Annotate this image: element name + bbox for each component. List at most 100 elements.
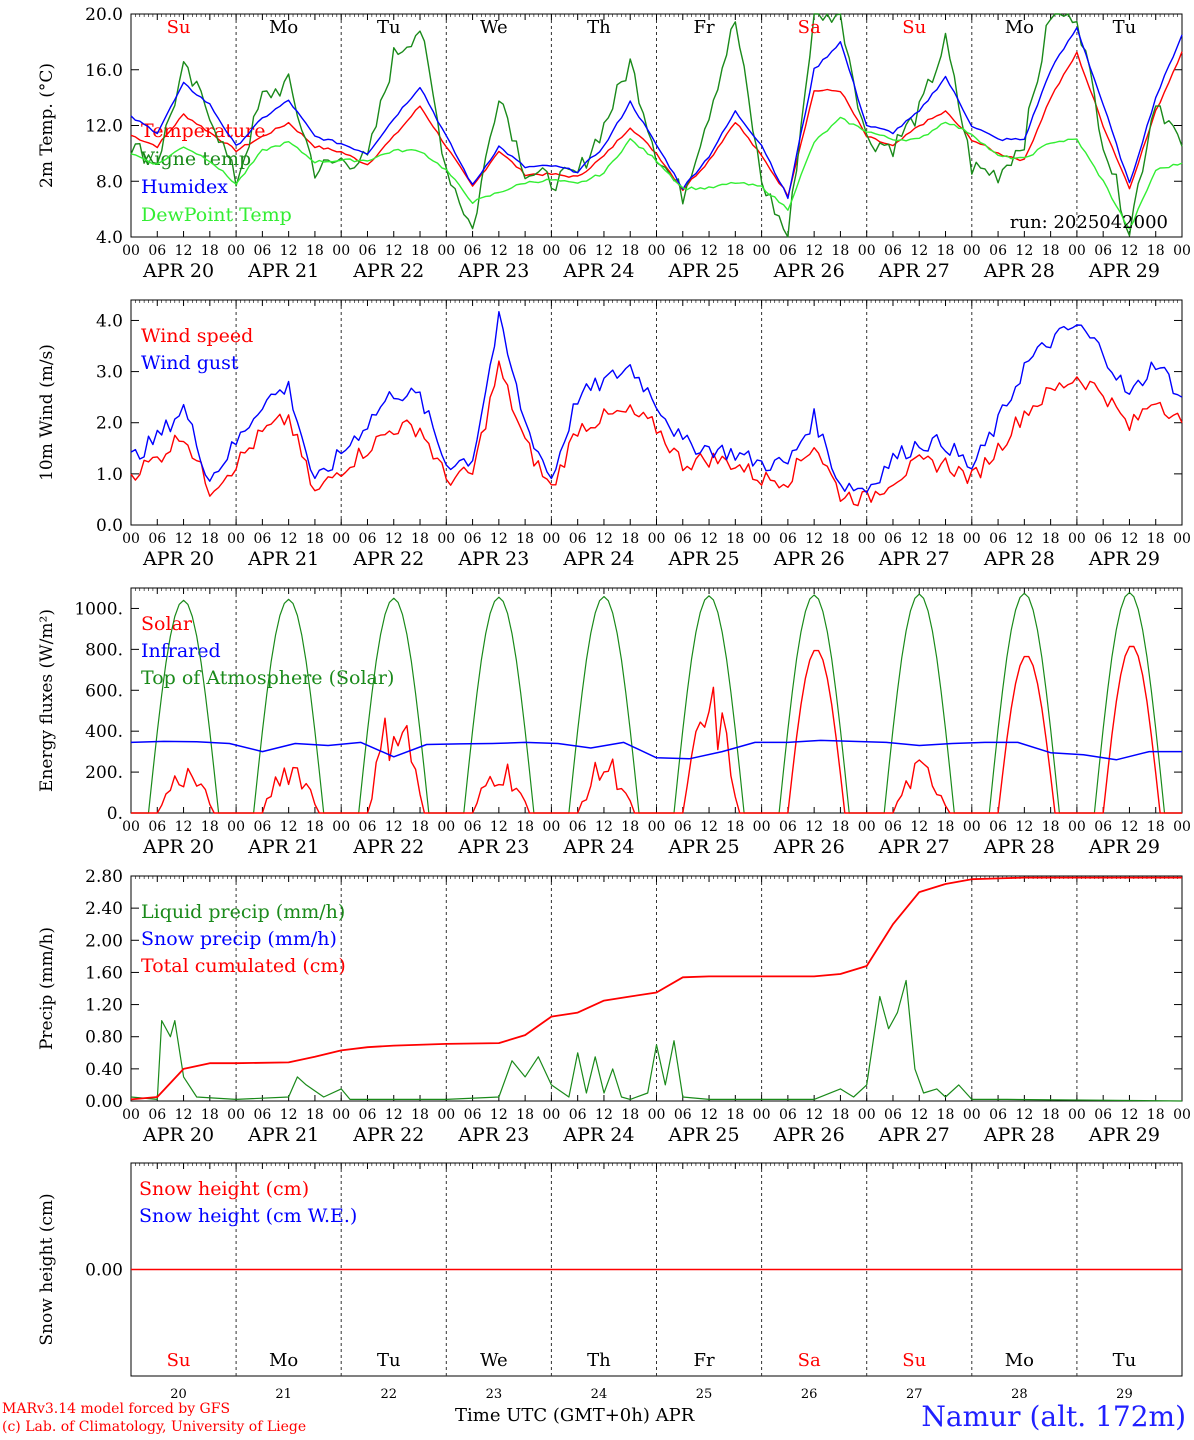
series-solar: [131, 645, 1182, 814]
hour-label: 18: [726, 1107, 744, 1123]
weekday-label: Th: [587, 1350, 611, 1371]
hour-label: 18: [411, 531, 429, 547]
ytick-label: 0.40: [85, 1060, 123, 1080]
hour-label: 00: [858, 1107, 876, 1123]
hour-label: 00: [332, 243, 350, 259]
ytick-label: 1000.: [74, 599, 123, 619]
day-number: 23: [486, 1387, 503, 1400]
day-number: 28: [1011, 1387, 1028, 1400]
legend-label: DewPoint Temp: [141, 204, 292, 226]
hour-label: 00: [1068, 1107, 1086, 1123]
hour-label: 18: [832, 243, 850, 259]
hour-label: 00: [858, 531, 876, 547]
hour-label: 18: [306, 531, 324, 547]
hour-label: 18: [516, 819, 534, 835]
ytick-label: 1.0: [96, 465, 123, 485]
date-label: APR 23: [457, 548, 529, 570]
date-label: APR 25: [668, 260, 740, 282]
hour-label: 18: [411, 1107, 429, 1123]
y-axis-label: Precip (mm/h): [37, 927, 57, 1050]
date-label: APR 24: [562, 548, 634, 570]
hour-label: 12: [280, 531, 298, 547]
hour-label: 06: [989, 1107, 1007, 1123]
date-label: APR 21: [247, 1124, 319, 1146]
hour-label: 12: [910, 819, 928, 835]
hour-label: 18: [1147, 531, 1165, 547]
hour-label: 18: [832, 531, 850, 547]
weekday-label-top: Su: [902, 17, 926, 38]
hour-label: 12: [595, 243, 613, 259]
ytick-label: 1.20: [85, 996, 123, 1016]
hour-label: 12: [385, 531, 403, 547]
hour-label: 00: [227, 531, 245, 547]
hour-label: 00: [1173, 531, 1191, 547]
hour-label: 18: [201, 819, 219, 835]
hour-label: 18: [621, 243, 639, 259]
hour-label: 00: [122, 243, 140, 259]
hour-label: 06: [884, 243, 902, 259]
hour-label: 00: [437, 819, 455, 835]
hour-label: 06: [569, 1107, 587, 1123]
ytick-label: 8.0: [96, 172, 123, 192]
day-number: 25: [696, 1387, 713, 1400]
y-axis-label: Snow height (cm): [37, 1193, 57, 1345]
date-label: APR 22: [352, 260, 424, 282]
hour-label: 00: [332, 819, 350, 835]
hour-label: 00: [858, 243, 876, 259]
series-liquid-precip-mm-h-: [130, 979, 1183, 1102]
date-label: APR 26: [773, 836, 845, 858]
hour-label: 12: [280, 243, 298, 259]
date-label: APR 27: [878, 836, 950, 858]
ytick-label: 1.60: [85, 963, 123, 983]
hour-label: 06: [1094, 1107, 1112, 1123]
legend-label: Snow precip (mm/h): [141, 928, 337, 950]
hour-label: 00: [1068, 819, 1086, 835]
hour-label: 00: [753, 243, 771, 259]
date-label: APR 29: [1088, 260, 1160, 282]
hour-label: 00: [963, 243, 981, 259]
hour-label: 12: [1121, 531, 1139, 547]
hour-label: 18: [1042, 243, 1060, 259]
weekday-label-top: Tu: [1113, 17, 1137, 38]
legend-label: Wind gust: [141, 352, 239, 374]
hour-label: 12: [595, 531, 613, 547]
weekday-label: Su: [902, 1350, 926, 1371]
date-label: APR 23: [457, 836, 529, 858]
ytick-label: 2.80: [85, 867, 123, 887]
date-label: APR 24: [562, 1124, 634, 1146]
hour-label: 00: [227, 243, 245, 259]
hour-label: 12: [385, 243, 403, 259]
hour-label: 00: [753, 1107, 771, 1123]
weekday-label: Mo: [1005, 1350, 1034, 1371]
hour-label: 00: [1068, 531, 1086, 547]
weekday-label: Tu: [1113, 1350, 1137, 1371]
hour-label: 06: [989, 531, 1007, 547]
hour-label: 18: [201, 243, 219, 259]
weekday-label-top: Tu: [377, 17, 401, 38]
date-label: APR 27: [878, 1124, 950, 1146]
hour-label: 00: [1068, 243, 1086, 259]
date-label: APR 23: [457, 260, 529, 282]
hour-label: 06: [1094, 819, 1112, 835]
hour-label: 12: [175, 243, 193, 259]
date-label: APR 28: [983, 836, 1055, 858]
series-wind-speed: [130, 360, 1183, 507]
hour-label: 06: [253, 1107, 271, 1123]
hour-label: 06: [884, 1107, 902, 1123]
day-number: 27: [906, 1387, 923, 1400]
legend-label: Snow height (cm W.E.): [139, 1205, 357, 1227]
hour-label: 06: [779, 1107, 797, 1123]
legend-label: Liquid precip (mm/h): [141, 901, 345, 923]
weekday-label: Mo: [269, 1350, 298, 1371]
hour-label: 00: [648, 243, 666, 259]
hour-label: 18: [306, 1107, 324, 1123]
date-label: APR 29: [1088, 1124, 1160, 1146]
weekday-label: Fr: [694, 1350, 715, 1371]
hour-label: 12: [175, 531, 193, 547]
ytick-label: 200.: [85, 763, 123, 783]
hour-label: 00: [122, 1107, 140, 1123]
hour-label: 12: [1121, 1107, 1139, 1123]
legend-label: Vigne temp: [140, 148, 251, 170]
hour-label: 06: [569, 531, 587, 547]
hour-label: 12: [1121, 243, 1139, 259]
